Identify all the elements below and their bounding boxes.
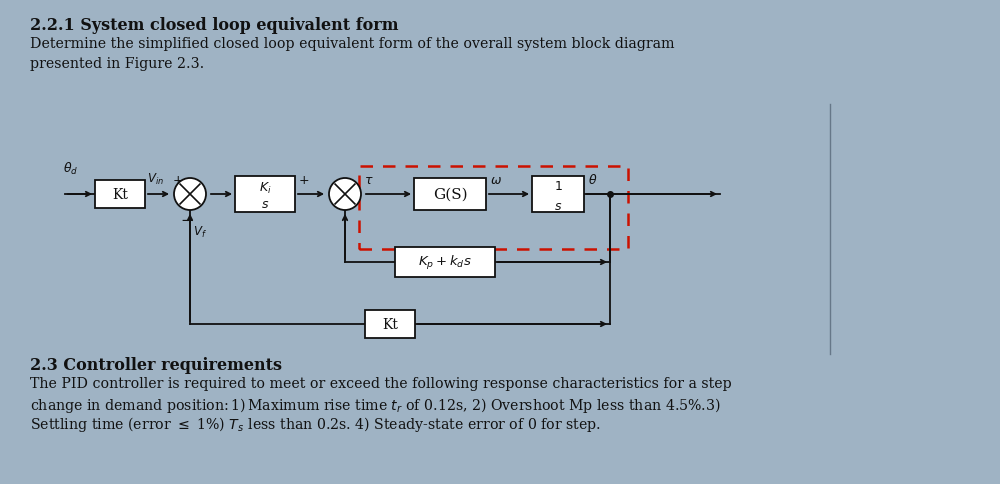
Text: $1$: $1$ — [554, 180, 562, 193]
Bar — [395, 247, 495, 277]
Text: $V_{in}$: $V_{in}$ — [147, 171, 164, 187]
Text: $K_i$: $K_i$ — [259, 180, 271, 195]
Text: Kt: Kt — [112, 188, 128, 201]
Bar — [95, 181, 145, 209]
Text: Settling time (error $\leq$ 1%) $T_s$ less than 0.2s. 4) Steady-state error of 0: Settling time (error $\leq$ 1%) $T_s$ le… — [30, 414, 601, 433]
Circle shape — [174, 179, 206, 211]
Text: $s$: $s$ — [554, 200, 562, 213]
Text: The PID controller is required to meet or exceed the following response characte: The PID controller is required to meet o… — [30, 376, 732, 390]
Text: +: + — [299, 174, 310, 187]
Text: $V_f$: $V_f$ — [193, 225, 207, 240]
Text: $\tau$: $\tau$ — [364, 174, 374, 187]
Text: Determine the simplified closed loop equivalent form of the overall system block: Determine the simplified closed loop equ… — [30, 37, 674, 71]
Text: 2.3 Controller requirements: 2.3 Controller requirements — [30, 356, 282, 373]
Text: $K_p+k_d s$: $K_p+k_d s$ — [418, 254, 472, 272]
Text: 2.2.1 System closed loop equivalent form: 2.2.1 System closed loop equivalent form — [30, 17, 399, 34]
Text: G(S): G(S) — [433, 188, 467, 201]
Bar — [414, 179, 486, 211]
Text: $s$: $s$ — [261, 198, 269, 211]
Circle shape — [329, 179, 361, 211]
Text: change in demand position:$\,$1)$\,$Maximum rise time $t_r$ of 0.12s, 2) Oversho: change in demand position:$\,$1)$\,$Maxi… — [30, 395, 721, 414]
Text: $\theta$: $\theta$ — [588, 173, 597, 187]
Text: Kt: Kt — [382, 318, 398, 332]
Text: $\omega$: $\omega$ — [490, 174, 502, 187]
Text: −: − — [181, 212, 193, 227]
Text: +: + — [173, 174, 184, 187]
Bar — [235, 177, 295, 212]
Bar — [359, 166, 628, 249]
Bar — [532, 177, 584, 212]
Text: $\theta_d$: $\theta_d$ — [63, 161, 78, 177]
Bar — [365, 310, 415, 338]
